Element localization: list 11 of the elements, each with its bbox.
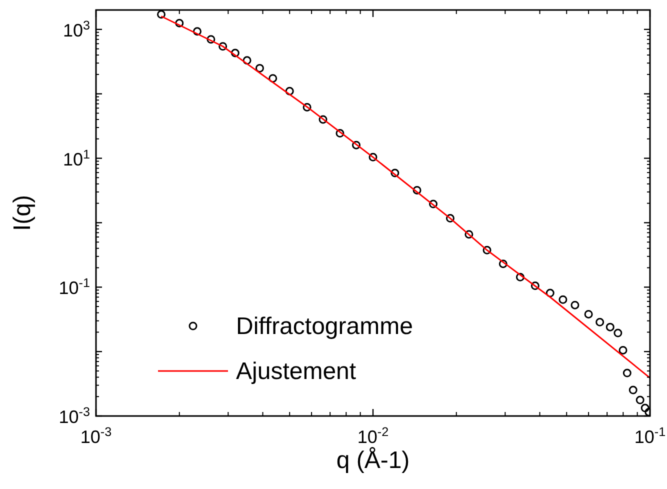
- legend-label: Ajustement: [236, 358, 356, 385]
- x-tick-label: 10$^{-2}$: [357, 425, 389, 447]
- x-tick-label: 10$^{-1}$: [634, 425, 666, 447]
- y-tick-label: 10$^{1}$: [62, 147, 90, 170]
- y-tick-label: 10$^{3}$: [62, 18, 90, 40]
- legend-label: Diffractogramme: [236, 313, 413, 340]
- x-axis-title: q (Å-1): [336, 447, 410, 474]
- x-tick-label: 10$^{-3}$: [80, 425, 112, 447]
- y-tick-label: 10$^{-3}$: [58, 405, 90, 427]
- y-tick-label: 10$^{-1}$: [58, 276, 90, 298]
- y-axis-title: I(q): [9, 195, 36, 231]
